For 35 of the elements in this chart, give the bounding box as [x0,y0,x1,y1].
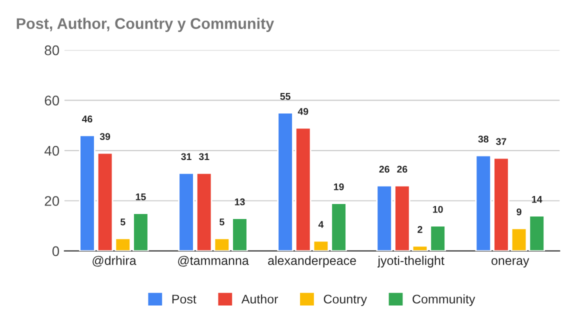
data-label: 14 [532,196,542,203]
legend-label: Post [172,294,196,304]
data-label: 26 [397,166,408,173]
y-tick-label: 40 [44,146,60,156]
data-label: 4 [318,221,324,228]
data-label: 10 [433,206,443,213]
y-tick-label: 0 [52,246,60,256]
chart-title: Post, Author, Country y Community [16,18,274,32]
x-tick-label: alexanderpeace [268,256,356,268]
data-label: 31 [198,153,210,160]
y-tick-label: 20 [44,196,60,206]
data-label: 15 [136,193,146,200]
x-tick-label: jyoti-thelight [377,256,444,268]
data-label: 38 [478,136,488,143]
data-label: 19 [334,183,344,190]
legend-label: Community [412,294,476,306]
data-label: 39 [100,133,110,140]
data-label: 9 [516,208,522,216]
data-label: 49 [298,108,308,115]
data-label: 46 [82,116,92,122]
data-label: 5 [220,218,224,226]
data-label: 26 [379,166,390,173]
legend-label: Author [241,294,278,304]
data-label: 31 [181,153,192,160]
data-label: 55 [280,93,290,100]
data-label: 5 [120,218,126,226]
data-label: 37 [496,138,506,146]
y-tick-label: 60 [44,96,60,106]
data-label: 2 [418,226,422,233]
x-tick-label: oneray [492,258,530,268]
x-tick-label: @tammanna [178,256,249,267]
y-tick-label: 80 [44,45,60,56]
data-label: 13 [234,198,245,206]
x-tick-label: @drhira [92,256,136,267]
legend-label: Country [324,294,367,306]
